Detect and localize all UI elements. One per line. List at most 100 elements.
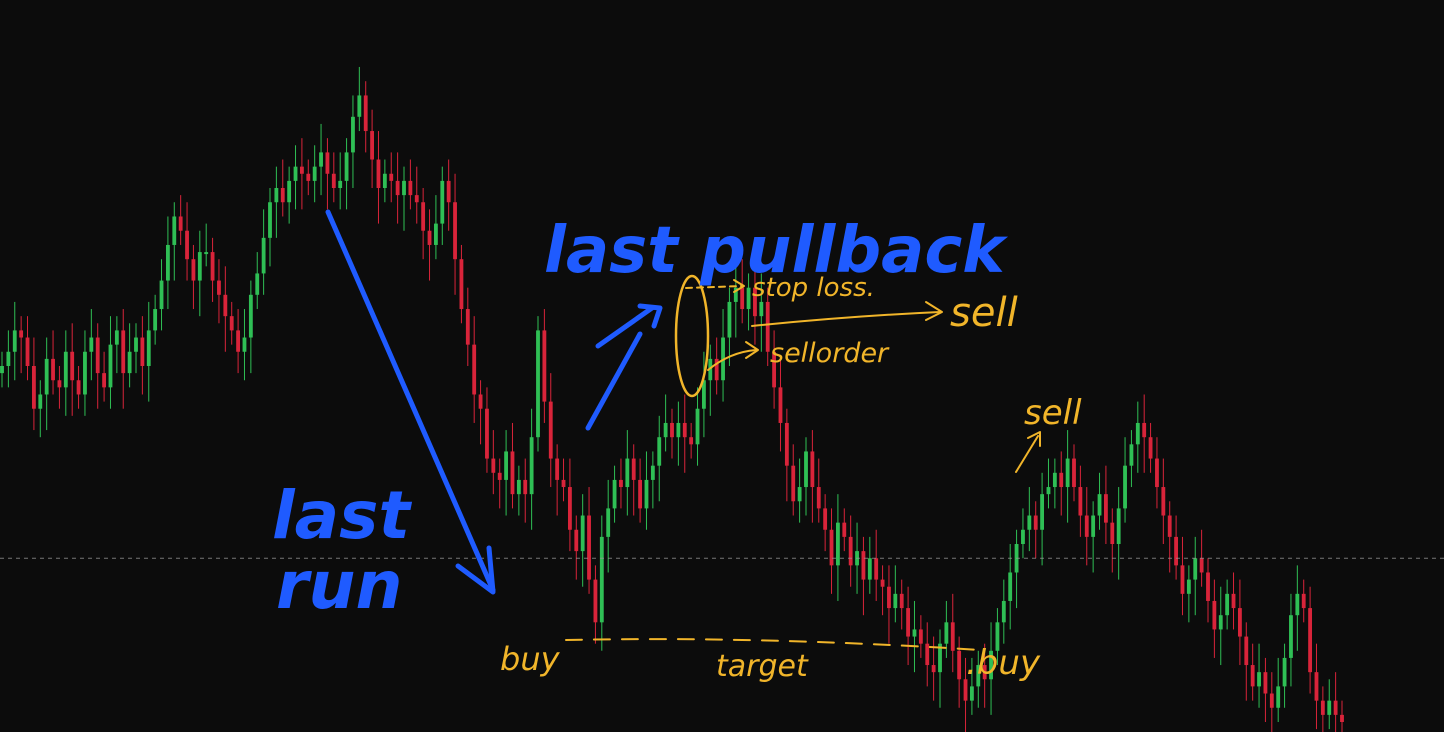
candle-down — [810, 451, 815, 488]
candle-up — [1097, 494, 1102, 516]
candle-down — [331, 173, 336, 188]
candle-up — [114, 330, 119, 345]
candle-up — [402, 180, 406, 196]
candle-up — [893, 593, 898, 609]
candle-down — [210, 252, 215, 281]
candle-down — [1084, 515, 1089, 537]
candle-down — [102, 373, 107, 388]
candle-down — [236, 330, 241, 352]
candle-down — [957, 650, 962, 680]
candle-up — [536, 330, 540, 438]
candle-up — [261, 237, 266, 274]
sell-right-label: sell — [950, 290, 1018, 336]
candle-down — [523, 479, 528, 495]
candle-down — [497, 472, 502, 480]
candle-up — [625, 458, 630, 488]
candle-down — [791, 465, 796, 502]
stop-loss-arrow — [685, 285, 743, 289]
candle-down — [57, 380, 62, 388]
pullback-arrowhead-icon — [637, 303, 663, 329]
candle-up — [650, 465, 655, 480]
candle-down — [631, 458, 636, 480]
candle-down — [427, 230, 432, 245]
candle-down — [325, 152, 330, 174]
candle-down — [842, 522, 847, 537]
candles-layer — [0, 66, 1344, 732]
candle-up — [319, 152, 323, 167]
candle-down — [459, 259, 464, 310]
candle-up — [38, 394, 43, 409]
candle-up — [1282, 657, 1287, 687]
last-pullback-label: last pullback — [544, 214, 1008, 288]
last-run-label-line1: last — [272, 477, 412, 554]
candle-down — [1231, 593, 1236, 609]
candle-down — [1174, 536, 1179, 566]
pullback-arrow-2 — [585, 331, 643, 431]
candle-down — [619, 479, 623, 488]
candle-up — [969, 686, 974, 701]
candle-up — [287, 180, 292, 203]
candle-down — [880, 579, 885, 587]
candle-up — [344, 152, 349, 181]
candle-down — [1180, 565, 1185, 594]
candle-up — [516, 479, 521, 495]
candle-down — [567, 487, 572, 530]
candle-up — [912, 629, 917, 637]
candle-up — [504, 451, 509, 480]
candle-up — [12, 330, 17, 352]
candle-down — [223, 294, 228, 317]
candle-up — [44, 358, 49, 395]
annotations-layer — [325, 209, 1041, 651]
candle-down — [1155, 458, 1159, 488]
candle-up — [701, 380, 706, 409]
candle-down — [1199, 558, 1204, 573]
candle-down — [555, 458, 560, 480]
candle-down — [217, 280, 221, 295]
target-dashed-line — [565, 638, 981, 651]
candle-up — [242, 337, 247, 352]
candle-up — [759, 301, 764, 317]
candle-up — [944, 622, 949, 644]
candle-up — [804, 451, 808, 488]
candle-up — [6, 351, 11, 366]
candle-down — [1167, 515, 1172, 537]
candle-down — [887, 586, 891, 609]
candle-up — [83, 351, 87, 395]
candle-down — [1212, 600, 1217, 630]
buy-right-label: .buy — [966, 643, 1041, 683]
candle-up — [89, 337, 94, 352]
candle-up — [708, 358, 713, 381]
sell-arrowhead-icon — [925, 301, 943, 321]
candle-down — [414, 195, 419, 203]
candle-down — [574, 529, 579, 552]
candle-down — [95, 337, 100, 374]
candle-down — [376, 159, 381, 188]
candle-down — [478, 394, 483, 409]
candle-down — [778, 387, 783, 423]
candle-down — [1263, 672, 1268, 694]
sell-mid-arrowhead-icon — [1027, 431, 1041, 447]
candle-down — [593, 579, 598, 623]
candle-down — [370, 131, 375, 160]
candle-down — [389, 173, 394, 181]
candle-up — [0, 366, 4, 374]
candle-up — [433, 223, 438, 245]
sell-order-arrowhead-icon — [745, 341, 759, 359]
candle-up — [197, 252, 202, 281]
candle-up — [612, 479, 617, 509]
candle-down — [1244, 636, 1249, 666]
candle-up — [1123, 465, 1127, 509]
candle-up — [746, 287, 751, 310]
candle-down — [76, 380, 81, 395]
pullback-highlight-oval — [674, 274, 710, 398]
stop-loss-arrowhead-icon — [733, 279, 745, 293]
candle-down — [408, 180, 413, 196]
candle-down — [816, 487, 821, 509]
candle-up — [357, 95, 362, 117]
candle-down — [1072, 458, 1076, 488]
candle-down — [31, 366, 36, 409]
candle-down — [465, 309, 470, 345]
candle-down — [689, 437, 694, 445]
candle-up — [1186, 579, 1191, 594]
